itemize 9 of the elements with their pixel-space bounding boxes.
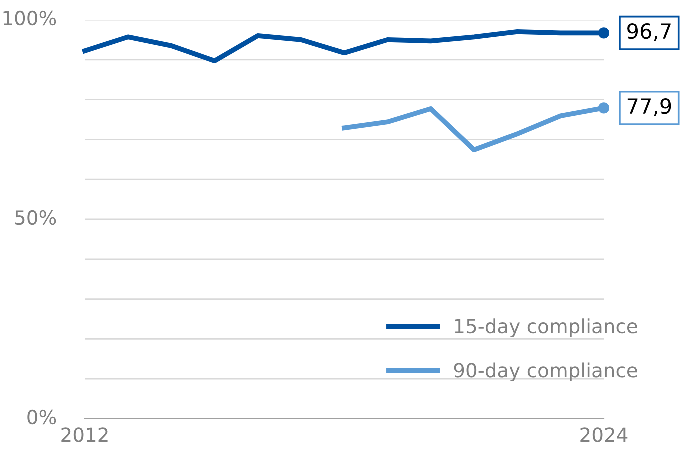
- x-tick-label: 2024: [580, 428, 628, 442]
- y-tick-label: 100%: [4, 10, 56, 26]
- legend-label: 90-day compliance: [454, 362, 638, 382]
- y-tick-label: 50%: [16, 210, 56, 226]
- data-label: 96,7: [628, 23, 671, 42]
- legend-label: 15-day compliance: [455, 318, 638, 338]
- data-label: 77,9: [628, 98, 672, 116]
- x-tick-label: 2012: [62, 428, 108, 442]
- y-tick-label: 0%: [28, 410, 56, 425]
